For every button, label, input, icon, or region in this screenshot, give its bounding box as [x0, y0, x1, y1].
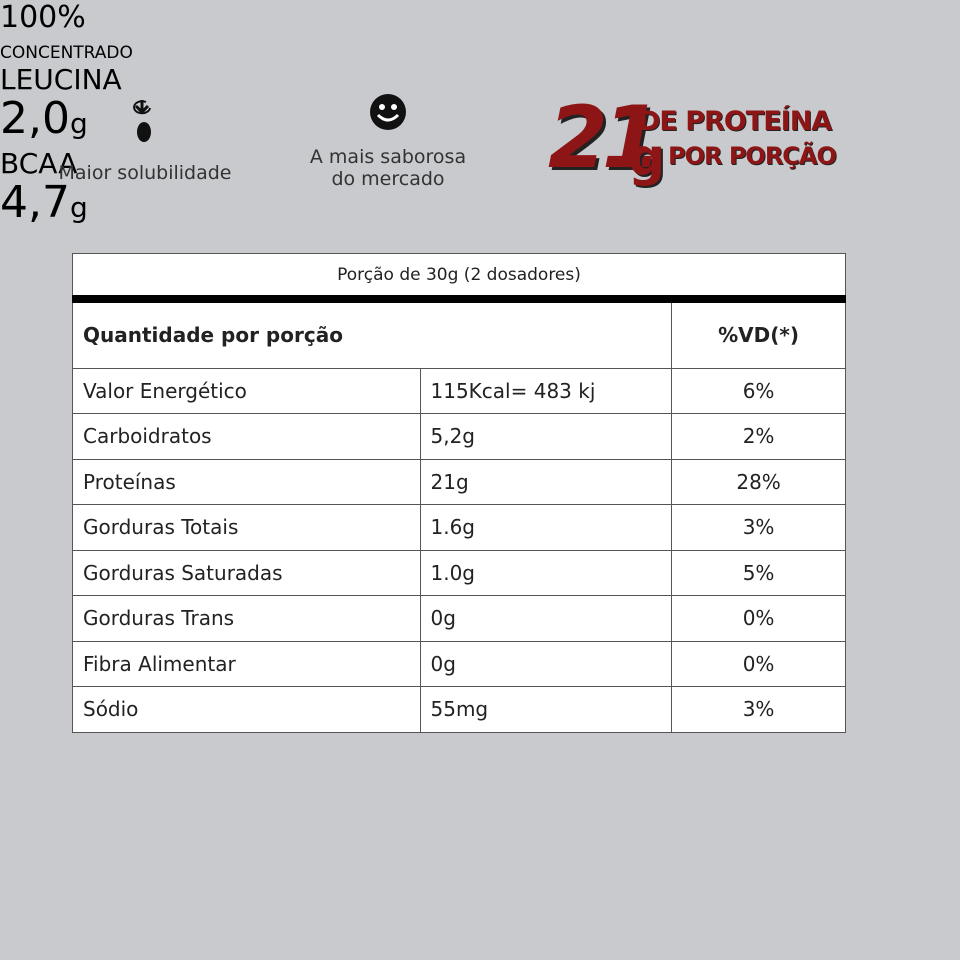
protein-line: DE PROTEÍNA: [638, 106, 832, 137]
table-row: Proteínas 21g 28%: [72, 458, 846, 505]
table-cell: 0%: [671, 595, 846, 642]
table-cell: Gorduras Saturadas: [72, 549, 421, 596]
table-cell: 0g: [419, 640, 673, 687]
table-cell: 5%: [671, 549, 846, 596]
table-cell: Fibra Alimentar: [72, 640, 421, 687]
table-cell: 3%: [671, 686, 846, 733]
table-cell: 2%: [671, 413, 846, 460]
table-cell: Gorduras Trans: [72, 595, 421, 642]
table-cell: 28%: [671, 458, 846, 505]
badge: BCAA 4,7g: [0, 147, 960, 231]
badge-text: LEUCINA: [0, 63, 122, 96]
table-cell: Valor Energético: [72, 367, 421, 414]
table-cell: Gorduras Totais: [72, 504, 421, 551]
badge-text: BCAA: [0, 147, 78, 180]
table-row: Gorduras Totais 1.6g 3%: [72, 504, 846, 551]
table-cell: Sódio: [72, 686, 421, 733]
table-cell: 55mg: [419, 686, 673, 733]
header-cell: Quantidade por porção: [71, 298, 673, 369]
table-cell: 0g: [419, 595, 673, 642]
table-cell: 3%: [671, 504, 846, 551]
table-cell: 6%: [671, 367, 846, 414]
serving: Porção de 30g (2 dosadores): [72, 253, 846, 303]
badge-unit: g: [69, 191, 88, 224]
protein-unit: g: [628, 128, 666, 188]
table-row: Fibra Alimentar 0g 0%: [72, 640, 846, 687]
protein-amount: 21: [548, 88, 662, 188]
table-row: Carboidratos 5,2g 2%: [72, 413, 846, 460]
badge: 100% CONCENTRADO: [0, 0, 960, 63]
protein-line: POR PORÇÃO: [668, 142, 837, 170]
table-row: Sódio 55mg 3%: [72, 686, 846, 733]
badge-text: CONCENTRADO: [0, 43, 133, 63]
feature-label: Maior solubilidade: [58, 162, 232, 184]
table-cell: Carboidratos: [72, 413, 421, 460]
table-cell: 1.6g: [419, 504, 673, 551]
table-cell: 0%: [671, 640, 846, 687]
table-cell: 21g: [419, 458, 673, 505]
badge-text: 100%: [0, 0, 86, 35]
smile-icon: [370, 94, 406, 130]
header-cell: %VD(*): [671, 298, 846, 369]
feature-label: A mais saborosa do mercado: [309, 146, 467, 190]
table-cell: Proteínas: [72, 458, 421, 505]
badge-value: 4,7g: [0, 180, 960, 231]
table-row: Valor Energético 115Kcal= 483 kj 6%: [72, 367, 846, 414]
badge-number: 2,0: [0, 93, 70, 144]
solubility-icon: [133, 100, 151, 142]
badge-unit: g: [69, 107, 88, 140]
badge: LEUCINA 2,0g: [0, 63, 960, 147]
table-cell: 115Kcal= 483 kj: [419, 367, 673, 414]
nutrition-table: Porção de 30g (2 dosadores) Quantidade p…: [71, 253, 846, 733]
badge-value: 2,0g: [0, 96, 960, 147]
table-row: Gorduras Saturadas 1.0g 5%: [72, 549, 846, 596]
table-cell: 5,2g: [419, 413, 673, 460]
badge-number: 4,7: [0, 177, 70, 228]
table-cell: 1.0g: [419, 549, 673, 596]
table-row: Gorduras Trans 0g 0%: [72, 595, 846, 642]
